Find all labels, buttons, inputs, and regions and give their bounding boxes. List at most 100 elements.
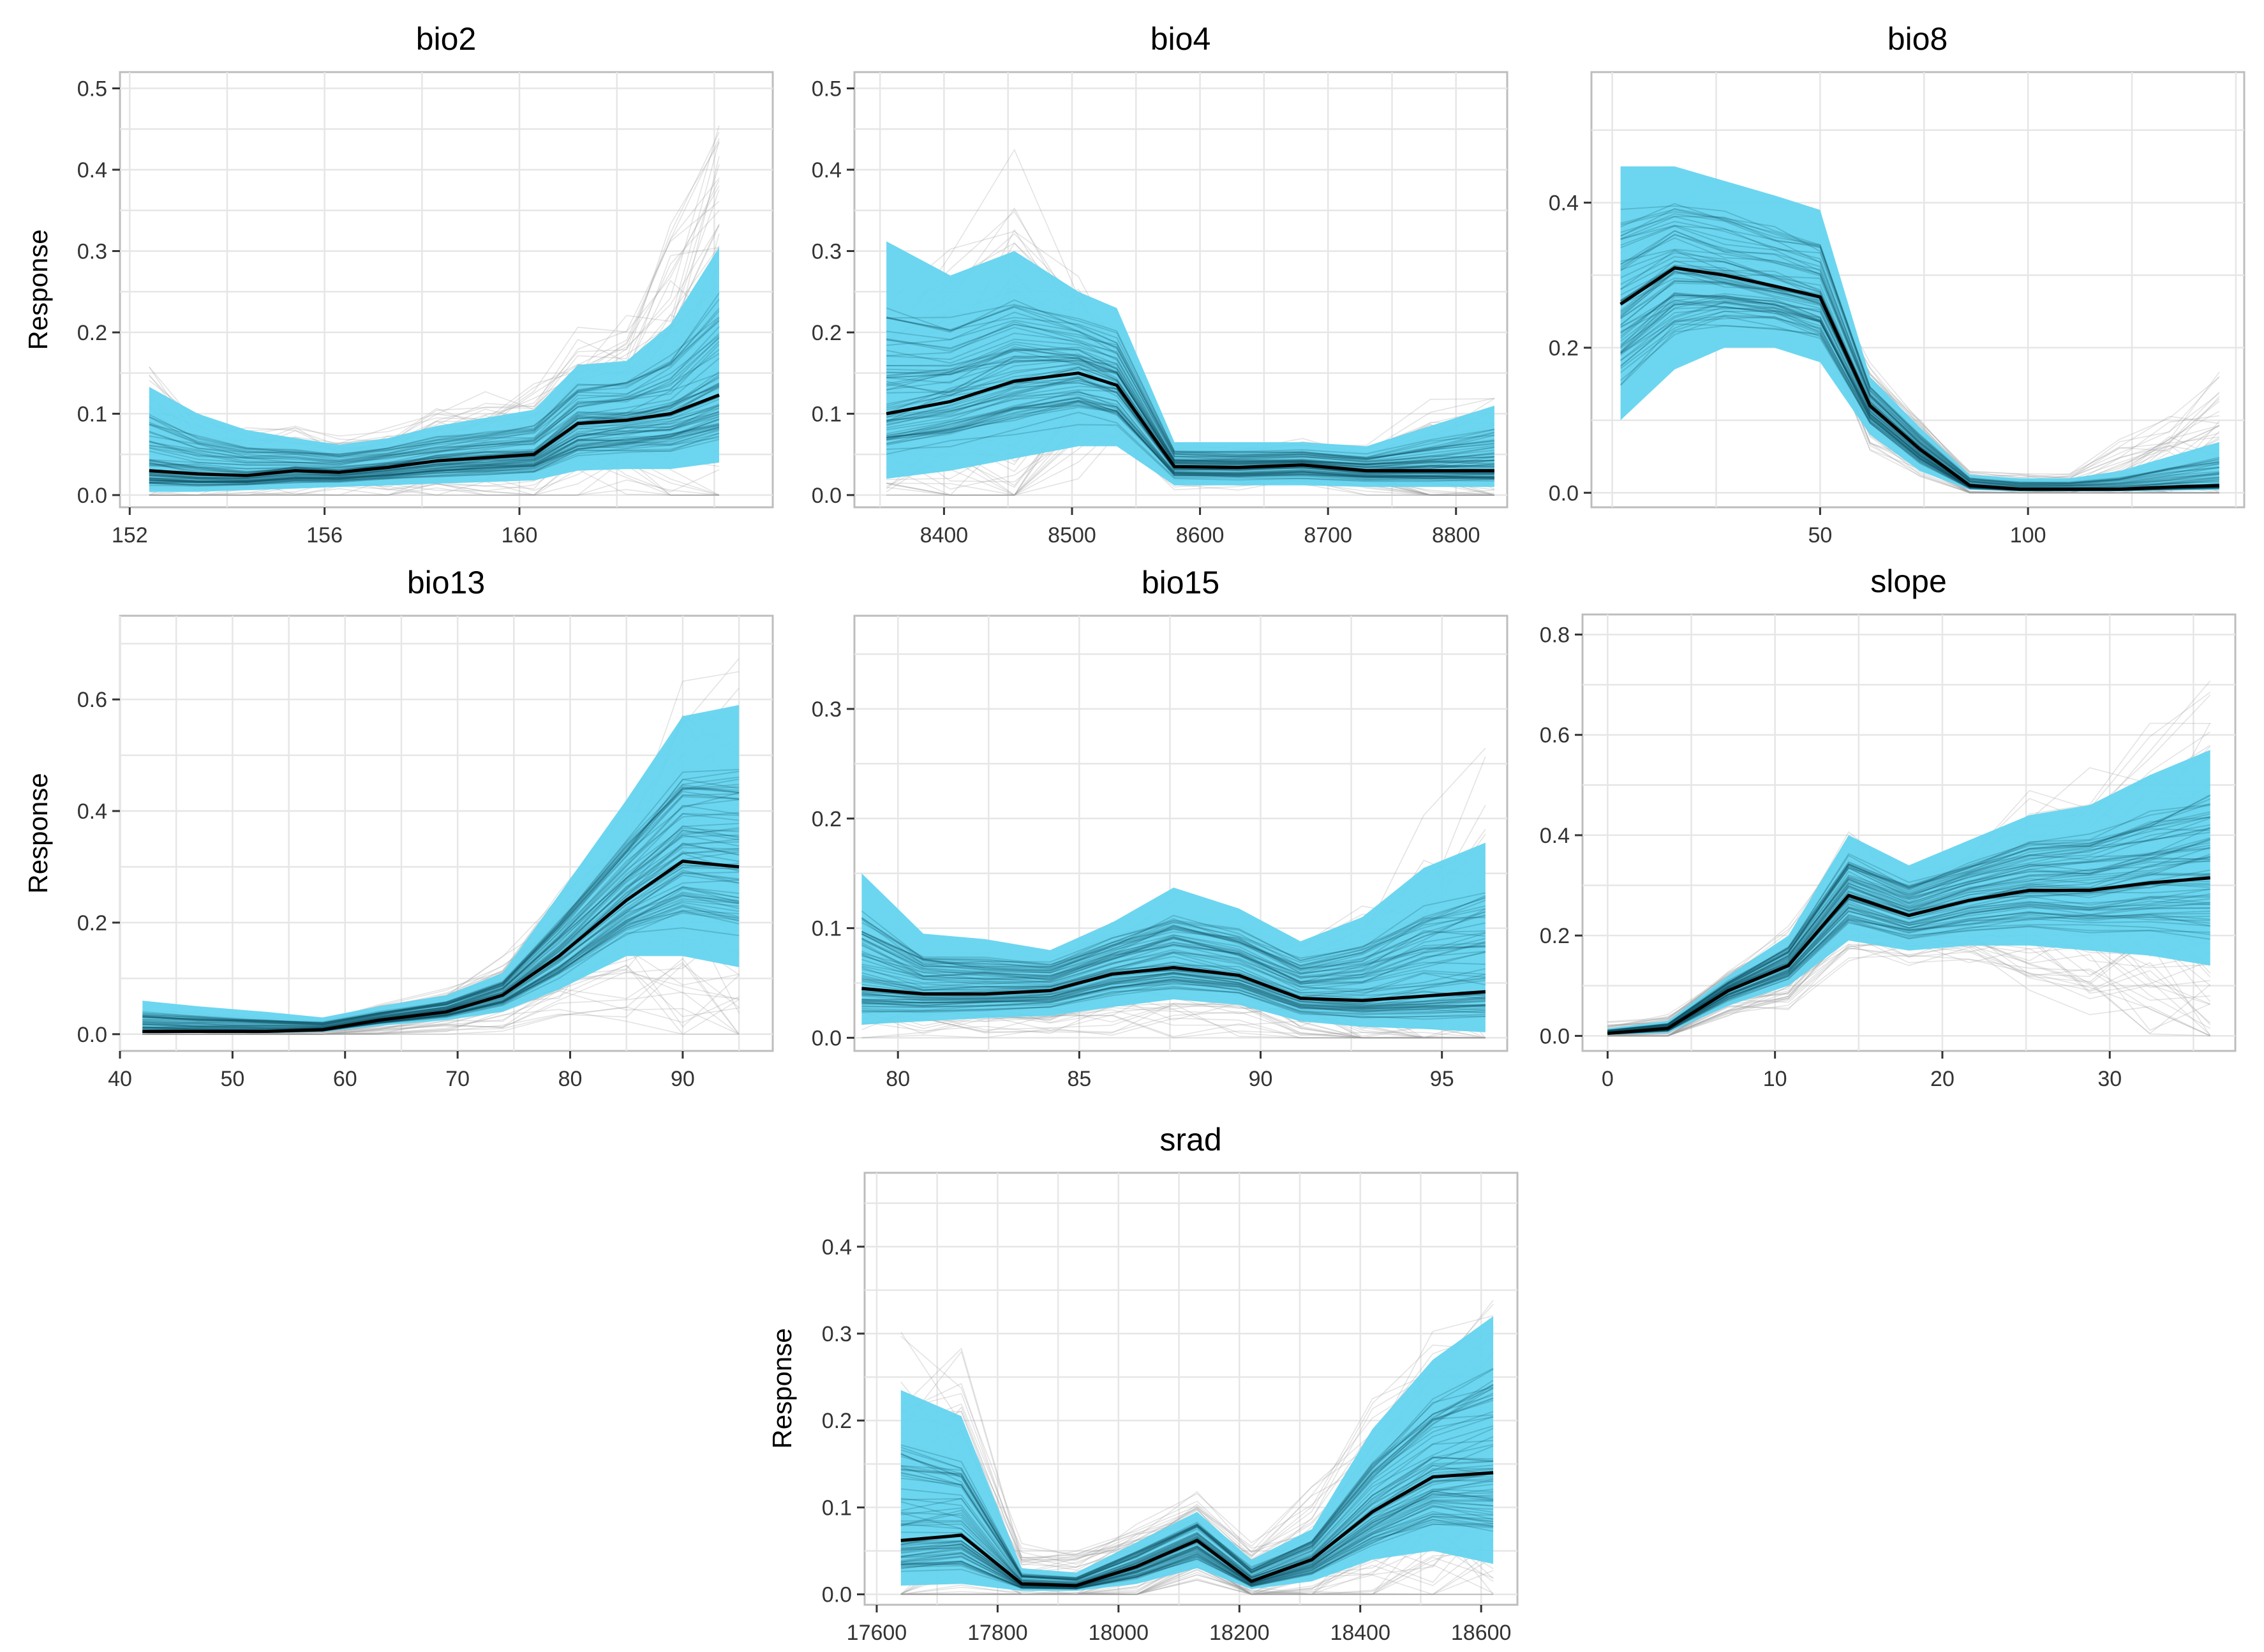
inner-replicate (900, 1521, 1494, 1589)
y-tick-label: 0.1 (812, 402, 842, 426)
inner-replicate (861, 892, 1486, 967)
panel-srad: srad Response 0.0 0.1 0.2 0.3 0.4 17600 17800 1… (767, 1122, 1519, 1645)
inner-replicate (142, 792, 740, 1027)
inner-replicate (861, 942, 1486, 981)
inner-replicate (142, 830, 740, 1030)
inner-replicate (900, 1491, 1494, 1588)
inner-replicate (900, 1500, 1494, 1589)
y-tick-label: 0.1 (812, 917, 842, 941)
inner-replicate (861, 983, 1486, 1014)
y-tick-label: 0.2 (822, 1409, 852, 1433)
inner-replicate (142, 825, 740, 1027)
x-tick-label: 90 (671, 1067, 695, 1091)
inner-replicate (861, 972, 1486, 1008)
inner-replicate (1607, 795, 2211, 1031)
inner-replicate (900, 1387, 1494, 1581)
inner-replicate (861, 979, 1486, 1013)
inner-replicate (1607, 828, 2210, 1032)
inner-replicate (142, 827, 740, 1027)
replicate-curve (900, 1570, 1494, 1595)
inner-replicate (886, 346, 1494, 465)
x-tick-label: 18400 (1330, 1621, 1390, 1645)
inner-replicate (861, 972, 1486, 1008)
inner-replicate (149, 343, 720, 465)
x-tick-label: 8700 (1304, 523, 1352, 547)
inner-replicate (1607, 856, 2210, 1034)
inner-replicate (861, 972, 1486, 1009)
inner-replicate (149, 411, 720, 481)
inner-replicate (886, 321, 1495, 463)
inner-replicate (861, 974, 1486, 1010)
inner-replicate (1607, 846, 2211, 1034)
confidence-band (900, 1316, 1494, 1591)
inner-replicate (1620, 215, 2220, 484)
inner-replicate (1620, 234, 2219, 487)
inner-replicate (149, 412, 720, 482)
inner-replicate (861, 964, 1486, 999)
inner-replicate (886, 332, 1495, 463)
replicate-curve (142, 948, 740, 1035)
inner-replicate (149, 432, 720, 486)
inner-replicate (149, 403, 720, 479)
mean-response-line (1607, 876, 2210, 1035)
inner-replicate (1607, 905, 2210, 1035)
plot-area (861, 747, 1486, 1039)
inner-replicate (861, 979, 1486, 1011)
inner-replicate (900, 1457, 1494, 1586)
y-tick-label: 0.0 (1549, 481, 1579, 505)
replicate-curve (1607, 925, 2211, 1037)
inner-replicate (886, 400, 1494, 479)
inner-replicate (900, 1499, 1494, 1588)
inner-replicate (861, 971, 1486, 1006)
replicate-curve (900, 1304, 1494, 1563)
inner-replicate (1607, 816, 2210, 1031)
y-tick-label: 0.6 (1540, 724, 1570, 748)
inner-replicate (861, 969, 1486, 1004)
inner-replicate (886, 412, 1494, 482)
inner-replicate (861, 971, 1486, 1006)
x-tick-label: 8800 (1432, 523, 1480, 547)
inner-replicate (900, 1394, 1494, 1581)
inner-replicate (1620, 216, 2220, 486)
y-tick-label: 0.6 (77, 688, 107, 712)
inner-replicate (861, 942, 1486, 983)
y-tick-label: 0.4 (77, 158, 107, 182)
inner-replicate (149, 435, 720, 487)
inner-replicate (900, 1384, 1494, 1579)
inner-replicate (900, 1440, 1494, 1584)
inner-replicate (886, 359, 1494, 469)
inner-replicate (861, 988, 1486, 1018)
inner-replicate (149, 310, 720, 455)
inner-replicate (900, 1436, 1494, 1585)
inner-replicate (861, 938, 1486, 977)
inner-replicate (149, 357, 720, 468)
inner-replicate (861, 897, 1486, 968)
inner-replicate (886, 323, 1495, 460)
inner-replicate (1607, 838, 2211, 1032)
inner-replicate (149, 426, 720, 484)
inner-replicate (900, 1369, 1494, 1579)
inner-replicate (149, 398, 720, 479)
inner-replicate (886, 401, 1494, 480)
inner-replicate (886, 348, 1494, 466)
inner-replicate (886, 341, 1494, 465)
inner-replicate (149, 419, 720, 484)
inner-replicate (1607, 813, 2210, 1032)
mean-response-line (886, 371, 1494, 473)
inner-replicate (900, 1488, 1494, 1588)
inner-replicate (861, 916, 1486, 969)
x-tick-label: 100 (2010, 523, 2046, 547)
x-tick-label: 18200 (1209, 1621, 1270, 1645)
inner-replicate (149, 371, 720, 470)
replicate-curve (142, 990, 740, 1035)
inner-replicate (861, 952, 1486, 993)
inner-replicate (861, 944, 1486, 985)
inner-replicate (142, 791, 740, 1025)
inner-replicate (1607, 895, 2210, 1034)
panel-title: bio8 (1888, 21, 1948, 57)
inner-replicate (861, 915, 1486, 972)
inner-replicate (1620, 221, 2219, 486)
inner-replicate (1607, 853, 2211, 1034)
replicate-curve (886, 433, 1494, 496)
inner-replicate (900, 1478, 1494, 1588)
